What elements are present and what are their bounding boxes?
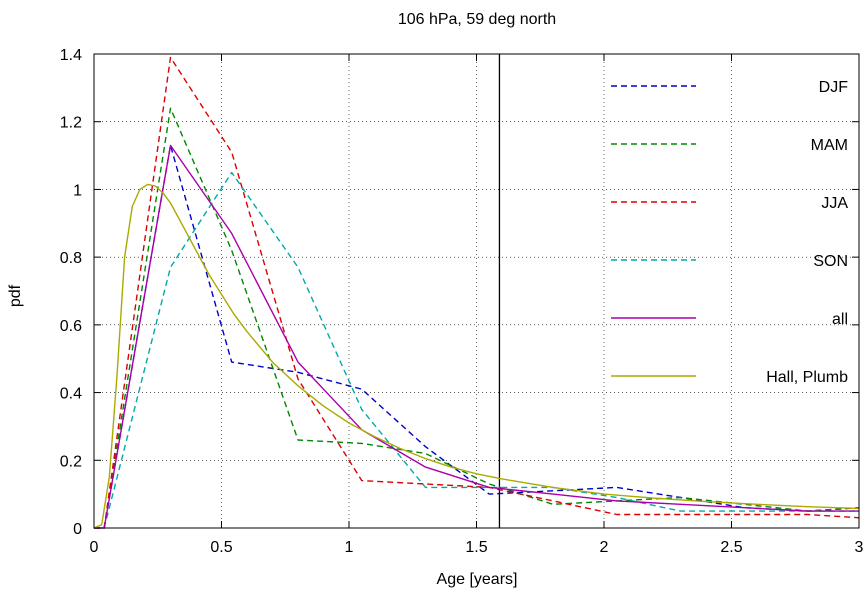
legend-label-jja: JJA — [821, 195, 848, 212]
legend: DJF MAM JJA SON all Hall, Plumb — [611, 79, 848, 386]
chart-title: 106 hPa, 59 deg north — [398, 11, 556, 28]
y-tick-label: 0.4 — [60, 386, 82, 403]
series-line-djf — [94, 144, 860, 529]
x-tick-label: 0 — [90, 539, 99, 556]
x-axis-label: Age [years] — [437, 571, 518, 588]
y-tick-label: 0 — [73, 521, 82, 538]
legend-label-mam: MAM — [811, 137, 848, 154]
x-tick-label: 3 — [855, 539, 864, 556]
legend-label-son: SON — [813, 253, 848, 270]
legend-label-hall-plumb: Hall, Plumb — [766, 369, 848, 386]
legend-label-djf: DJF — [819, 79, 849, 96]
legend-label-all: all — [832, 311, 848, 328]
y-tick-label: 1.2 — [60, 115, 82, 132]
x-tick-label: 1 — [345, 539, 354, 556]
tick-layer: 0 0.5 1 1.5 2 2.5 3 0 0.2 0.4 0.6 0.8 1 1.2 1.4 — [60, 47, 864, 556]
series-line-son — [94, 171, 859, 529]
series-line-jja — [94, 56, 860, 529]
y-tick-label: 1 — [73, 182, 82, 199]
y-tick-label: 0.6 — [60, 318, 82, 335]
series-line-hall-plumb — [93, 183, 860, 529]
x-tick-label: 0.5 — [210, 539, 232, 556]
series-line-all — [94, 144, 859, 529]
grid-layer — [94, 54, 859, 528]
x-tick-label: 1.5 — [465, 539, 487, 556]
y-tick-label: 1.4 — [60, 47, 82, 64]
y-tick-label: 0.2 — [60, 453, 82, 470]
x-tick-label: 2 — [600, 539, 609, 556]
y-axis-label: pdf — [7, 284, 24, 307]
y-tick-label: 0.8 — [60, 250, 82, 267]
x-tick-label: 2.5 — [720, 539, 742, 556]
series-layer — [93, 56, 860, 529]
